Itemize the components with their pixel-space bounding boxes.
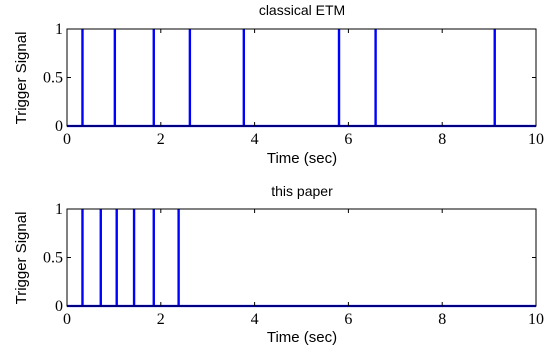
- x-tick-label: 6: [344, 131, 352, 148]
- x-axis-label: Time (sec): [267, 150, 337, 167]
- x-tick-label: 4: [251, 311, 259, 328]
- x-tick-label: 6: [344, 311, 352, 328]
- y-axis-ticks: 00.51: [43, 21, 536, 135]
- x-tick-label: 8: [438, 311, 446, 328]
- x-tick-label: 2: [157, 131, 165, 148]
- x-tick-label: 10: [528, 311, 544, 328]
- y-tick-label: 0: [55, 298, 63, 315]
- x-tick-label: 8: [438, 131, 446, 148]
- y-tick-label: 0.5: [43, 70, 63, 87]
- y-axis-label: Trigger Signal: [13, 32, 30, 125]
- plot-frame: [66, 28, 537, 127]
- y-tick-label: 0.5: [43, 250, 63, 267]
- y-tick-label: 1: [55, 201, 63, 218]
- x-tick-label: 10: [528, 131, 544, 148]
- x-tick-label: 0: [63, 311, 71, 328]
- x-axis-ticks: 0 2 4 6 8 10: [63, 209, 544, 328]
- plot-this-paper: this paper 00.51 0 2 4 6 8 10 Time (sec) Trig…: [13, 183, 544, 346]
- y-tick-label: 1: [55, 21, 63, 38]
- y-axis-ticks: 00.51: [43, 201, 536, 315]
- x-tick-label: 0: [63, 131, 71, 148]
- y-tick-label: 0: [55, 118, 63, 135]
- plot-title: classical ETM: [259, 2, 345, 18]
- plot-title: this paper: [271, 183, 333, 199]
- y-axis-label: Trigger Signal: [13, 212, 30, 305]
- plot-frame: [66, 208, 537, 307]
- plot-classical-etm: classical ETM 00.51 0 2 4 6 8 10 Time (sec) T…: [13, 2, 544, 167]
- x-axis-label: Time (sec): [267, 329, 337, 346]
- x-axis-ticks: 0 2 4 6 8 10: [63, 29, 544, 148]
- trigger-marks: [67, 29, 536, 128]
- x-tick-label: 4: [251, 131, 259, 148]
- x-tick-label: 2: [157, 311, 165, 328]
- trigger-marks: [67, 209, 536, 308]
